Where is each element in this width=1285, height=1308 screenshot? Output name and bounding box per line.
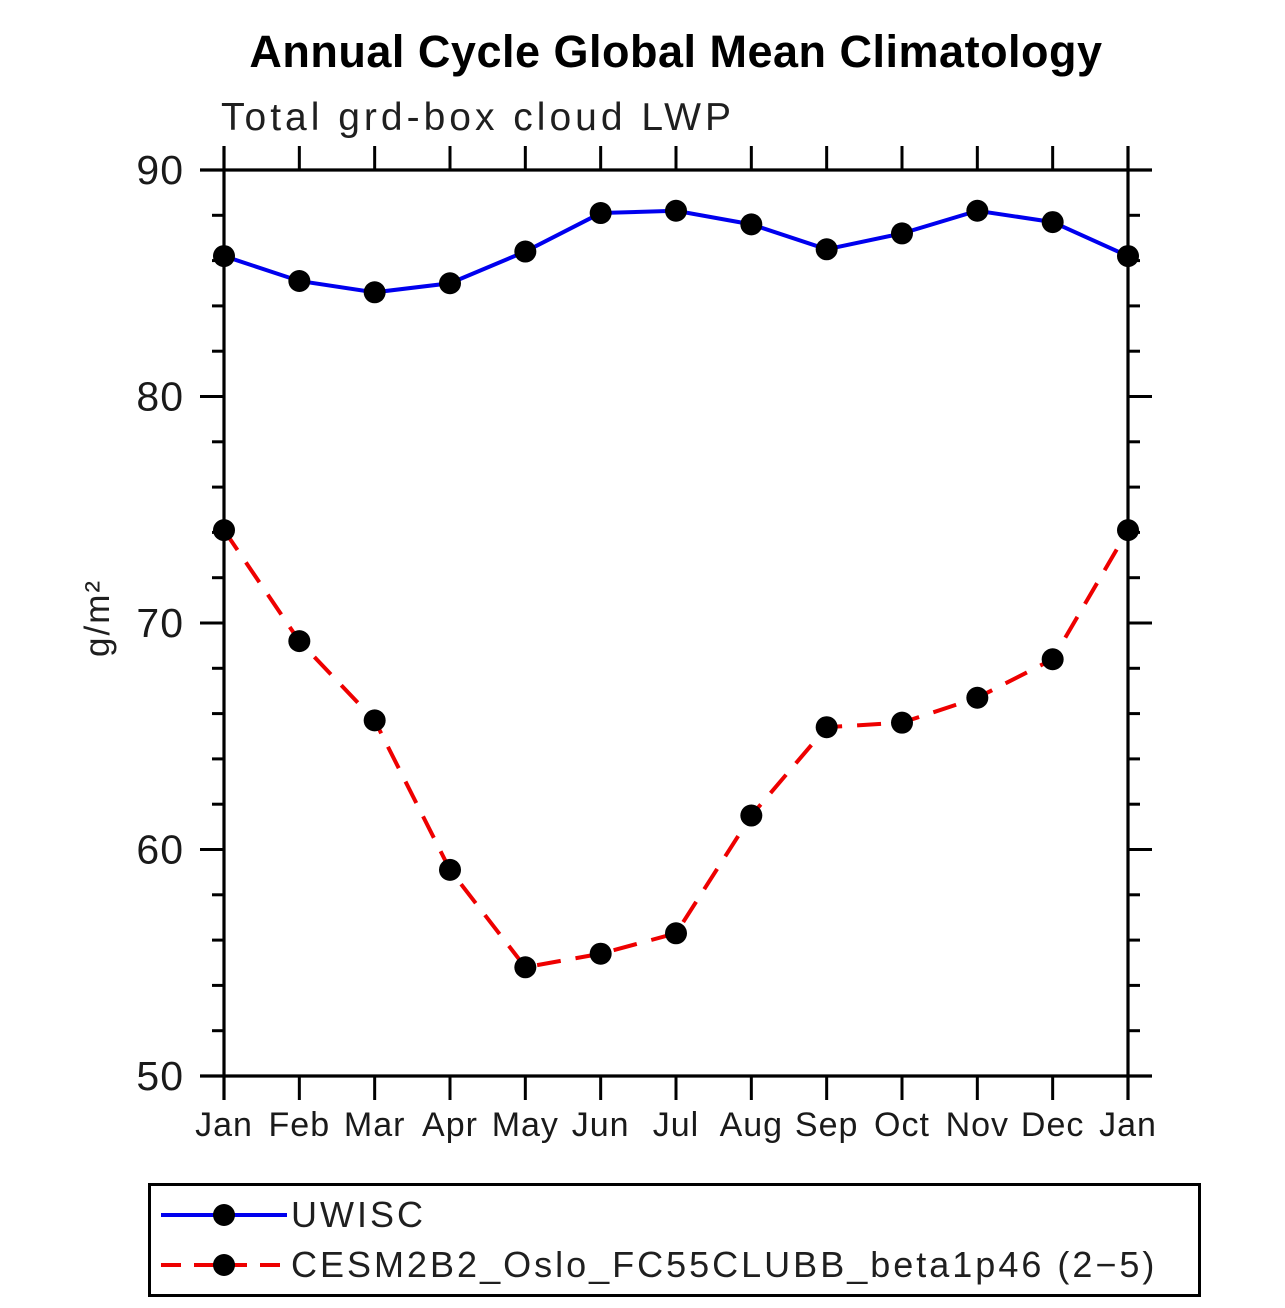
- x-tick-label: Jan: [195, 1106, 253, 1144]
- data-point-marker: [740, 804, 763, 827]
- x-tick-label: Jan: [1099, 1106, 1157, 1144]
- data-point-marker: [1041, 648, 1064, 671]
- legend-item-uwisc: UWISC: [157, 1191, 1198, 1239]
- y-tick-label: 70: [136, 600, 184, 646]
- data-point-marker: [514, 240, 537, 263]
- data-point-marker: [665, 922, 687, 945]
- data-point-marker: [514, 956, 537, 979]
- legend-item-cesm: CESM2B2_Oslo_FC55CLUBB_beta1p46 (2−5): [157, 1241, 1198, 1289]
- y-tick-label: 80: [136, 374, 184, 420]
- data-point-marker: [439, 858, 461, 881]
- y-tick-label: 60: [136, 827, 184, 873]
- data-point-marker: [589, 942, 612, 965]
- legend-sample-uwisc: [161, 1204, 287, 1226]
- legend-sample-cesm: [161, 1254, 287, 1276]
- legend-marker-dot: [213, 1254, 235, 1276]
- x-tick-label: Apr: [422, 1106, 478, 1144]
- data-point-marker: [363, 281, 386, 304]
- legend-label-uwisc: UWISC: [291, 1194, 426, 1235]
- data-point-marker: [966, 686, 989, 709]
- x-tick-label: May: [492, 1106, 559, 1144]
- x-tick-label: Jun: [572, 1106, 630, 1144]
- x-tick-label: Oct: [874, 1106, 930, 1144]
- legend-marker-dot: [213, 1204, 235, 1226]
- plot-area: 90 80 70 60 50 Jan Feb Mar Apr May Jun Jul Aug Sep Oct…: [136, 146, 1157, 1144]
- x-tick-label: Dec: [1021, 1106, 1084, 1144]
- data-point-marker: [213, 245, 235, 268]
- data-point-marker: [891, 711, 913, 734]
- data-point-marker: [815, 716, 838, 739]
- data-point-marker: [1117, 245, 1139, 268]
- data-point-marker: [665, 199, 687, 222]
- x-tick-label: Jul: [653, 1106, 699, 1144]
- x-tick-label: Sep: [795, 1106, 859, 1144]
- x-tick-label: Mar: [344, 1106, 406, 1144]
- data-point-marker: [288, 269, 311, 292]
- data-point-marker: [288, 630, 311, 653]
- y-tick-label: 50: [136, 1053, 184, 1099]
- series-line-1: [222, 529, 1130, 970]
- x-tick-label: Aug: [720, 1106, 784, 1144]
- data-point-marker: [363, 709, 386, 732]
- data-point-marker: [1117, 519, 1139, 542]
- data-point-marker: [439, 272, 461, 295]
- chart-subtitle: Total grd-box cloud LWP: [221, 96, 735, 139]
- series-line-0: [223, 208, 1129, 295]
- data-point-marker: [815, 238, 838, 261]
- data-point-marker: [589, 202, 612, 225]
- chart-title: Annual Cycle Global Mean Climatology: [249, 26, 1103, 77]
- y-tick-label: 90: [136, 147, 184, 193]
- data-point-marker: [213, 519, 235, 542]
- data-point-marker: [1041, 211, 1064, 234]
- data-point-marker: [891, 222, 913, 245]
- data-point-marker: [966, 199, 989, 222]
- data-point-marker: [740, 213, 763, 236]
- legend-label-cesm: CESM2B2_Oslo_FC55CLUBB_beta1p46 (2−5): [291, 1244, 1158, 1285]
- x-tick-label: Nov: [946, 1106, 1009, 1144]
- x-tick-label: Feb: [269, 1106, 331, 1144]
- legend-box: UWISC CESM2B2_Oslo_FC55CLUBB_beta1p46 (2…: [148, 1183, 1201, 1297]
